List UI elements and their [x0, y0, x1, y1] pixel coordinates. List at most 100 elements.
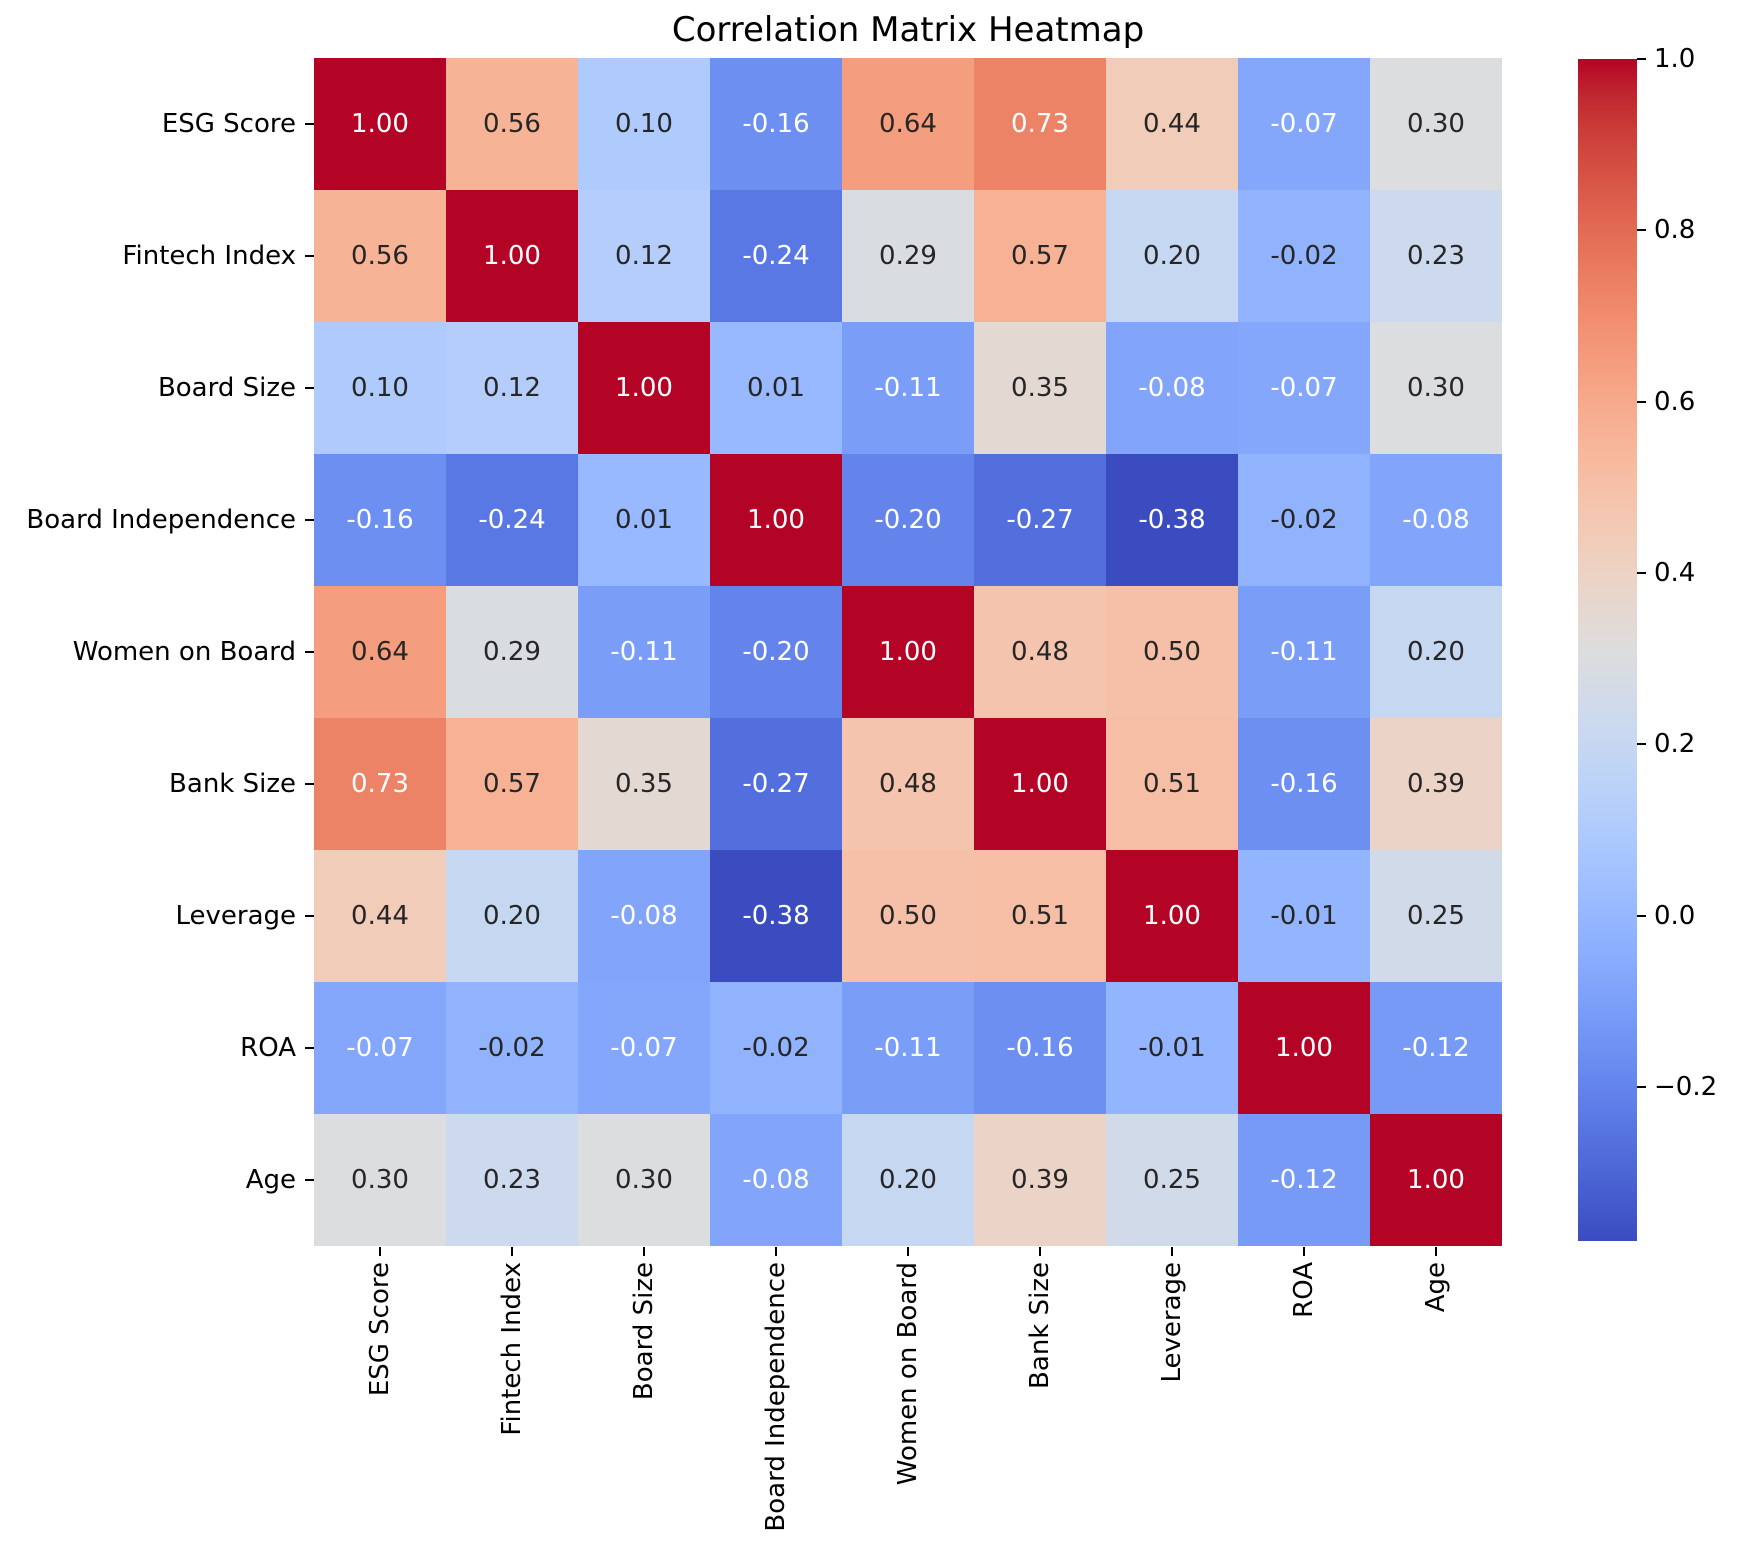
heatmap-cell: -0.16	[1238, 718, 1370, 850]
x-tick-mark	[1039, 1247, 1041, 1256]
heatmap-cell: 1.00	[710, 454, 842, 586]
heatmap-cell: 0.12	[578, 190, 710, 322]
colorbar-tick-mark	[1637, 914, 1646, 917]
heatmap-cell: 0.01	[710, 322, 842, 454]
x-tick-mark	[907, 1247, 909, 1256]
x-tick-label: Women on Board	[893, 1262, 923, 1486]
heatmap-cell: 0.64	[842, 58, 974, 190]
x-tick-mark	[1435, 1247, 1437, 1256]
colorbar-tick-label: −0.2	[1654, 1071, 1718, 1102]
colorbar-tick-mark	[1637, 58, 1646, 60]
heatmap-cell: -0.08	[1106, 322, 1238, 454]
heatmap-cell: -0.20	[842, 454, 974, 586]
heatmap-cell: 1.00	[1370, 1114, 1502, 1246]
heatmap-cell: 0.29	[842, 190, 974, 322]
y-tick-mark	[305, 783, 314, 785]
heatmap-cell: -0.01	[1238, 850, 1370, 982]
heatmap-cell: 0.48	[974, 586, 1106, 718]
heatmap-cell: 0.44	[1106, 58, 1238, 190]
heatmap-cell: -0.16	[314, 454, 446, 586]
colorbar-tick-label: 1.0	[1654, 44, 1696, 74]
heatmap-cell: 0.35	[578, 718, 710, 850]
colorbar-tick-mark	[1637, 400, 1646, 403]
x-tick-label: Board Independence	[761, 1262, 791, 1532]
x-tick-label: ROA	[1289, 1262, 1319, 1318]
heatmap-cell: 1.00	[1238, 982, 1370, 1114]
heatmap-cell: -0.07	[1238, 58, 1370, 190]
y-tick-mark	[305, 651, 314, 653]
heatmap-cell: -0.38	[1106, 454, 1238, 586]
colorbar-tick-mark	[1637, 1085, 1646, 1088]
heatmap-cell: 0.51	[1106, 718, 1238, 850]
y-tick-mark	[305, 519, 314, 521]
heatmap-cell: 0.73	[314, 718, 446, 850]
heatmap-cell: 0.73	[974, 58, 1106, 190]
heatmap-cell: -0.01	[1106, 982, 1238, 1114]
heatmap-cell: -0.08	[710, 1114, 842, 1246]
heatmap-cell: 0.23	[446, 1114, 578, 1246]
heatmap-cell: 0.50	[842, 850, 974, 982]
heatmap-cell: -0.02	[446, 982, 578, 1114]
y-tick-mark	[305, 1179, 314, 1181]
heatmap-cell: -0.02	[1238, 454, 1370, 586]
x-tick-mark	[643, 1247, 645, 1256]
heatmap-cell: -0.02	[710, 982, 842, 1114]
x-tick-mark	[1171, 1247, 1173, 1256]
heatmap-cell: 0.39	[1370, 718, 1502, 850]
heatmap-cell: -0.08	[578, 850, 710, 982]
heatmap-cell: 0.12	[446, 322, 578, 454]
heatmap-cell: 0.50	[1106, 586, 1238, 718]
heatmap-cell: 0.44	[314, 850, 446, 982]
heatmap-cell: 0.20	[842, 1114, 974, 1246]
heatmap-cell: -0.08	[1370, 454, 1502, 586]
colorbar-tick-label: 0.4	[1654, 557, 1696, 588]
x-tick-label: Fintech Index	[497, 1262, 527, 1436]
colorbar-tick-label: 0.6	[1654, 386, 1696, 417]
heatmap-cell: -0.16	[710, 58, 842, 190]
colorbar-tick-mark	[1637, 571, 1646, 574]
heatmap-cell: -0.16	[974, 982, 1106, 1114]
y-tick-mark	[305, 123, 314, 125]
heatmap-cell: 0.56	[446, 58, 578, 190]
heatmap-cell: -0.12	[1370, 982, 1502, 1114]
heatmap-cell: 0.10	[578, 58, 710, 190]
y-tick-label: ROA	[240, 1033, 296, 1063]
heatmap-cell: -0.20	[710, 586, 842, 718]
heatmap-cell: 1.00	[578, 322, 710, 454]
heatmap-cell: 0.35	[974, 322, 1106, 454]
heatmap-cell: -0.11	[842, 322, 974, 454]
heatmap-cell: 1.00	[446, 190, 578, 322]
heatmap-cell: 0.20	[1106, 190, 1238, 322]
x-tick-mark	[775, 1247, 777, 1256]
y-tick-mark	[305, 387, 314, 389]
x-tick-label: Board Size	[629, 1262, 659, 1401]
heatmap-cell: -0.07	[314, 982, 446, 1114]
y-tick-label: Board Size	[157, 373, 296, 403]
x-tick-label: Bank Size	[1025, 1262, 1055, 1389]
y-tick-label: ESG Score	[161, 109, 296, 139]
heatmap-cell: 0.30	[578, 1114, 710, 1246]
heatmap-cell: -0.07	[1238, 322, 1370, 454]
heatmap-cell: -0.11	[1238, 586, 1370, 718]
heatmap-cell: 0.56	[314, 190, 446, 322]
y-tick-mark	[305, 915, 314, 917]
heatmap-cell: 0.30	[1370, 322, 1502, 454]
x-tick-mark	[511, 1247, 513, 1256]
x-tick-label: ESG Score	[365, 1262, 395, 1397]
colorbar	[1578, 59, 1637, 1241]
heatmap-cell: 0.25	[1106, 1114, 1238, 1246]
y-tick-label: Board Independence	[26, 505, 296, 535]
y-tick-label: Bank Size	[169, 769, 296, 799]
colorbar-tick-mark	[1637, 743, 1646, 746]
colorbar-tick-label: 0.2	[1654, 729, 1696, 760]
heatmap-cell: -0.11	[578, 586, 710, 718]
y-tick-label: Leverage	[175, 901, 296, 931]
heatmap-cell: 0.57	[974, 190, 1106, 322]
heatmap-cell: 0.51	[974, 850, 1106, 982]
x-tick-mark	[379, 1247, 381, 1256]
chart-title: Correlation Matrix Heatmap	[671, 10, 1145, 50]
y-tick-mark	[305, 1047, 314, 1049]
heatmap-cell: -0.24	[446, 454, 578, 586]
heatmap-cell: 0.30	[314, 1114, 446, 1246]
